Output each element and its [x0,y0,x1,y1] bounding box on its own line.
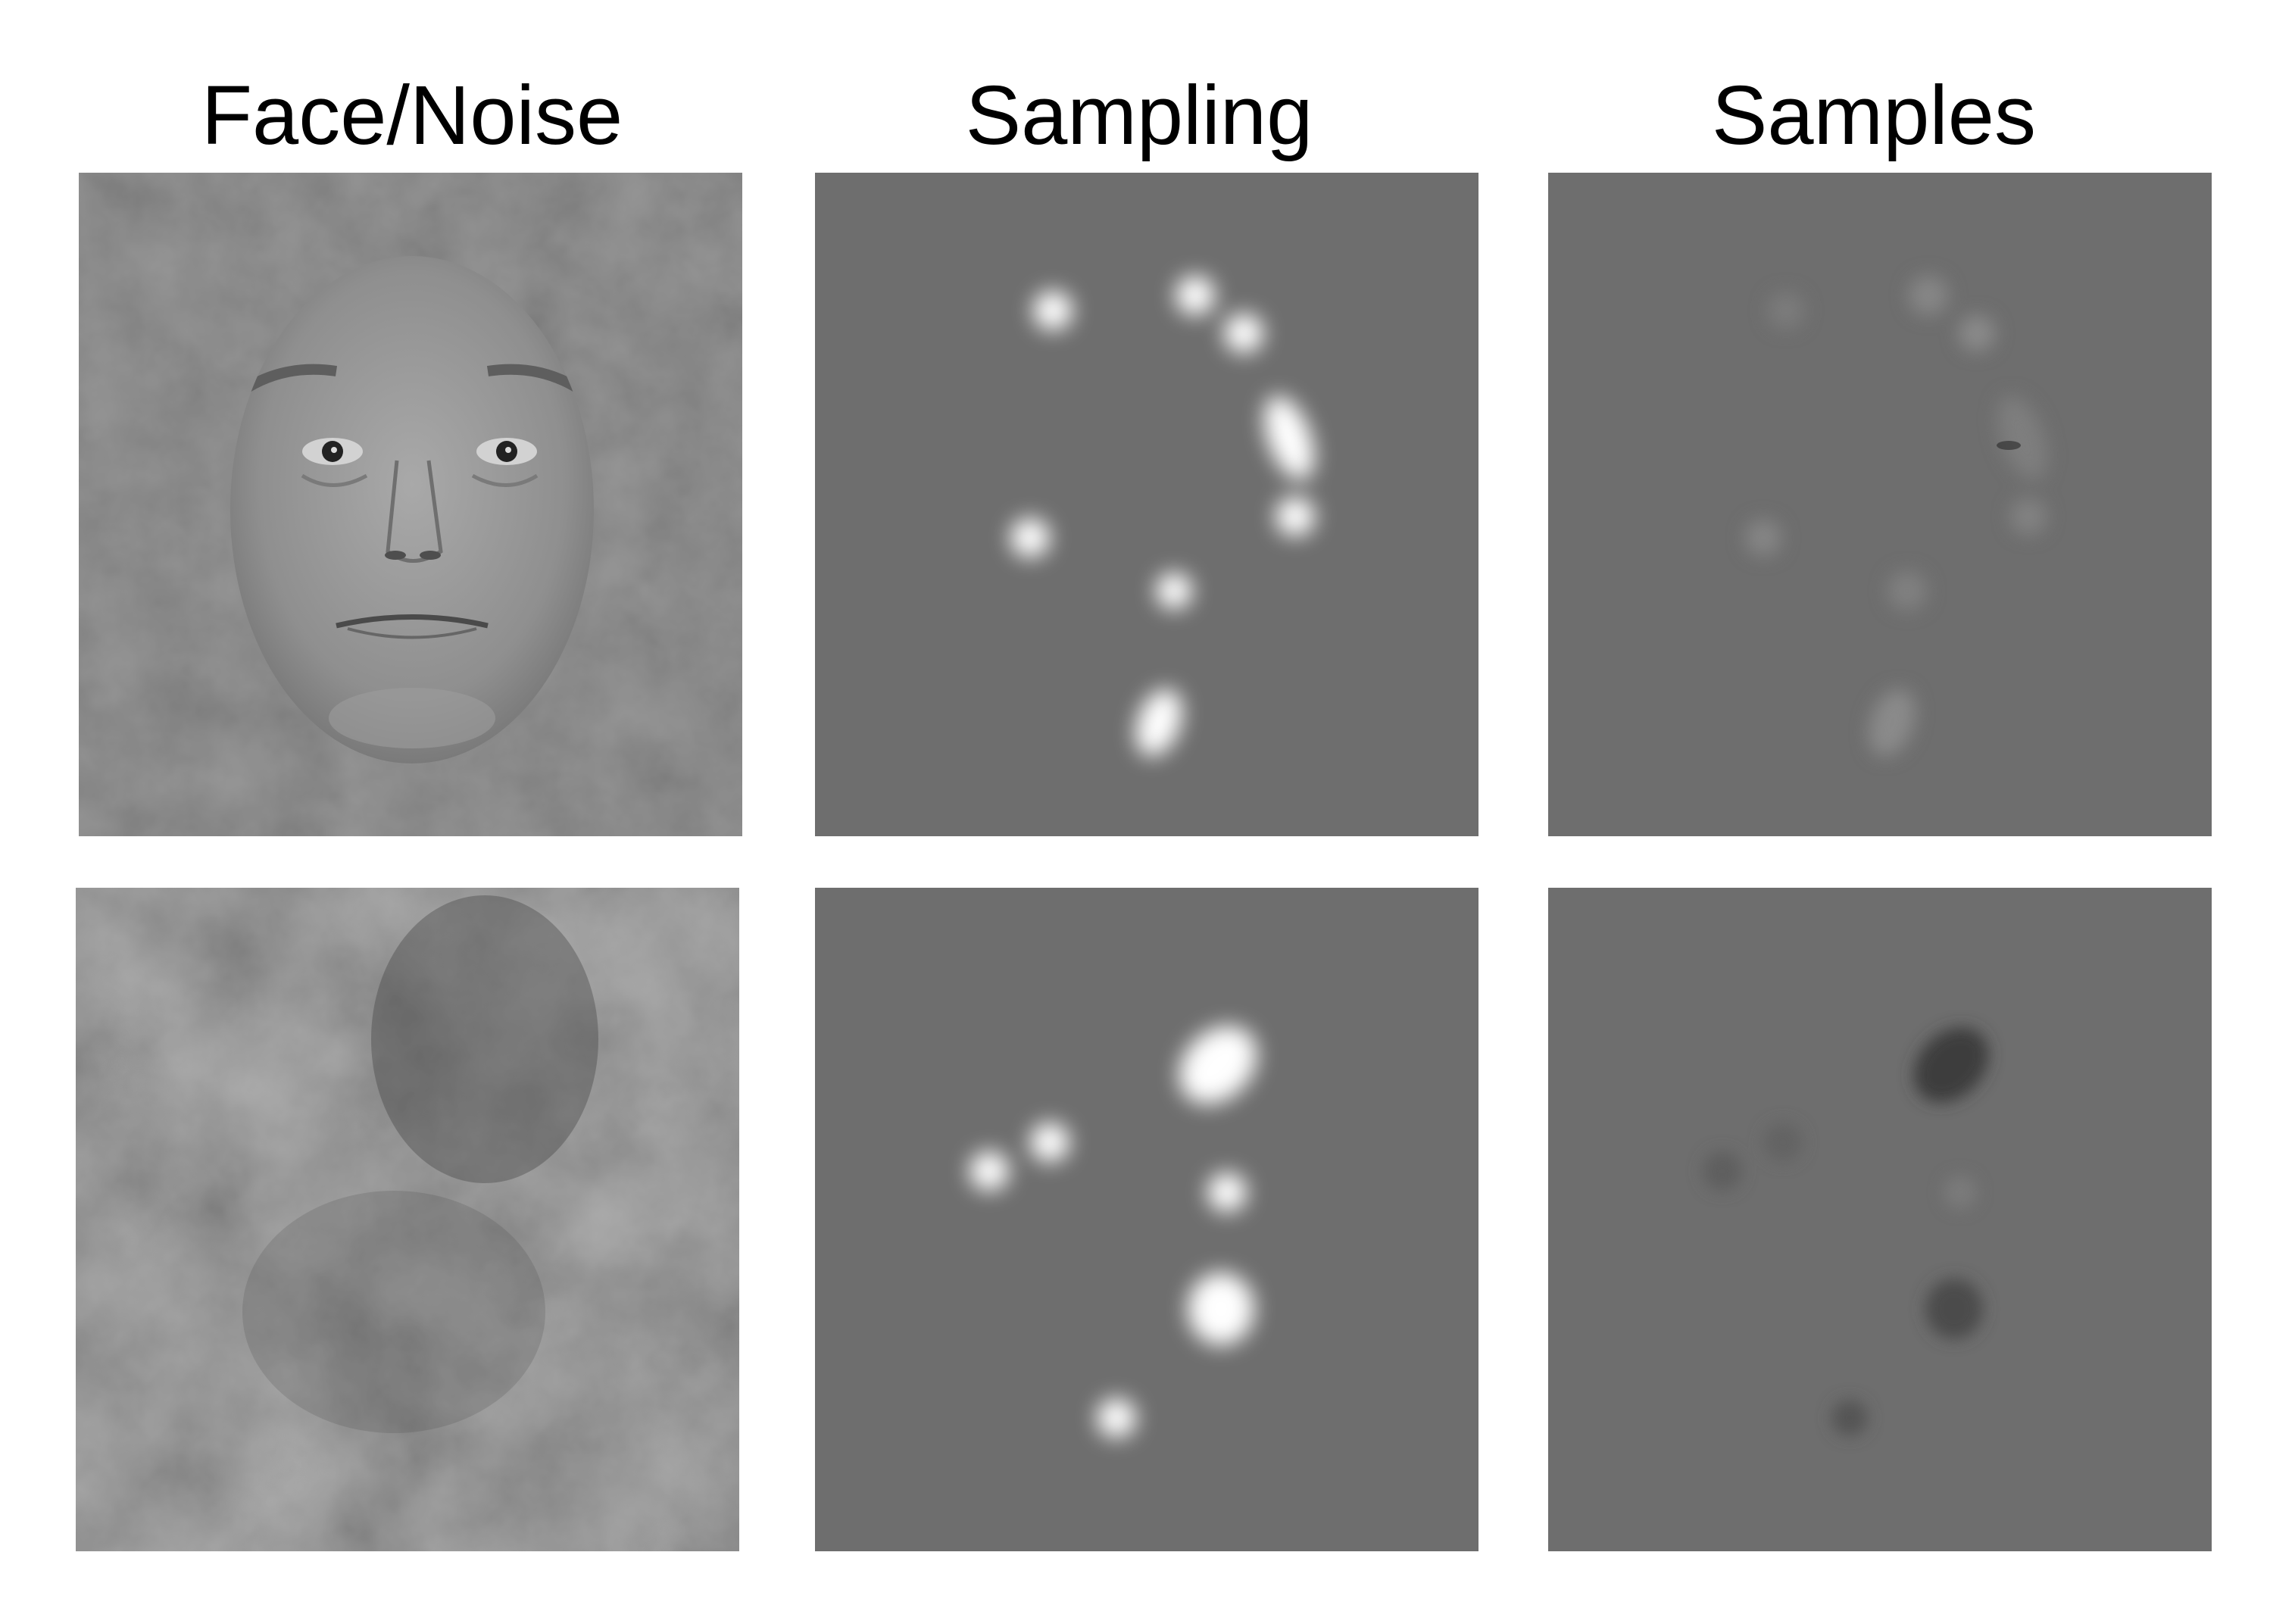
column-title-samples: Samples [1712,69,2036,162]
sampling-mask-image-1 [815,173,1478,836]
face-stimulus-panel [79,173,742,836]
sampling-mask-panel-1 [815,173,1478,836]
bubble [1207,1173,1247,1212]
column-title-face-noise: Face/Noise [201,69,623,162]
bubble [1156,573,1192,609]
sampling-mask-panel-2 [815,888,1478,1551]
bubble [1264,395,1314,480]
noise-stimulus-image [76,888,739,1551]
bubble [970,1151,1009,1191]
samples-panel-1 [1548,173,2212,836]
noise-stimulus-panel [76,888,739,1551]
samples-image-1 [1548,173,2212,836]
bubble [1224,314,1263,353]
samples-panel-2 [1548,888,2212,1551]
bubble [1097,1398,1136,1438]
bubble [1010,518,1050,557]
bubble [1135,689,1182,757]
bubble [1276,497,1315,536]
column-title-sampling: Sampling [965,69,1313,162]
bubble [1033,291,1073,330]
face-stimulus-image [79,173,742,836]
bubble [1030,1123,1069,1162]
bubble [1188,1273,1254,1345]
samples-image-2 [1548,888,2212,1551]
bubble [1179,1026,1257,1104]
sampling-mask-image-2 [815,888,1478,1551]
bubble [1176,276,1215,315]
